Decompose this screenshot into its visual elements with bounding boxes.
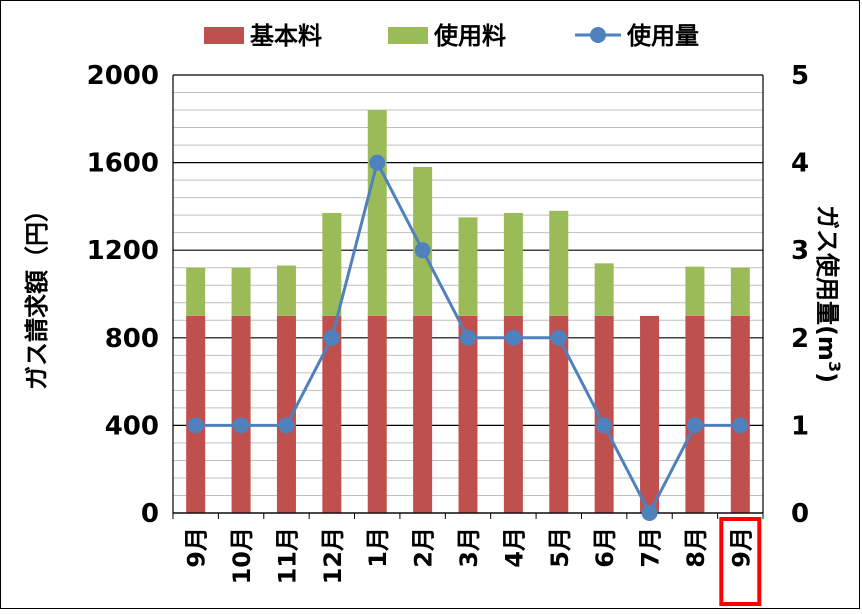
- usage-point: [460, 329, 476, 346]
- usage-point: [550, 329, 567, 346]
- x-tick-label: 12月: [319, 527, 347, 584]
- legend-label: 基本料: [250, 22, 322, 50]
- bar-usage-fee: [685, 266, 705, 316]
- bar-usage-fee: [276, 265, 296, 316]
- tick-labels: 0 400 800 1200 1600 2000 0 1 2 3 4 5: [87, 61, 809, 529]
- highlight-box: [719, 517, 762, 606]
- x-tick-label: 2月: [410, 527, 438, 568]
- bar-base-fee: [231, 315, 251, 513]
- bar-base-fee: [685, 315, 705, 513]
- x-tick-label: 4月: [500, 527, 528, 568]
- legend-label: 使用料: [433, 22, 506, 50]
- bar-usage-fee: [549, 210, 569, 316]
- y2-axis-title-sup: 3: [825, 361, 844, 372]
- y2-tick-label: 0: [791, 499, 809, 529]
- x-tick-label: 7月: [637, 527, 665, 568]
- bar-base-fee: [413, 315, 433, 513]
- usage-point: [505, 329, 522, 346]
- usage-point: [278, 417, 295, 434]
- y2-axis-title-main: ガス使用量(m: [813, 205, 841, 361]
- bar-usage-fee: [231, 267, 251, 316]
- legend-label: 使用量: [626, 22, 699, 50]
- y-tick-label: 1200: [87, 236, 159, 266]
- bar-base-fee: [640, 315, 660, 513]
- bar-usage-fee: [594, 263, 614, 316]
- bar-usage-fee: [322, 212, 342, 316]
- y2-axis-title-close: ): [813, 372, 841, 383]
- usage-point: [414, 242, 431, 259]
- bar-usage-fee: [367, 110, 387, 316]
- x-tick-label: 6月: [591, 527, 619, 568]
- bar-usage-fee: [413, 166, 433, 316]
- bar-base-fee: [730, 315, 750, 513]
- usage-point: [732, 417, 749, 434]
- y-tick-label: 400: [105, 411, 159, 441]
- usage-line: [187, 154, 749, 521]
- usage-point: [369, 154, 386, 171]
- y-tick-label: 1600: [87, 149, 159, 179]
- usage-point: [323, 329, 340, 346]
- legend-swatch-usage-marker: [590, 27, 606, 43]
- bar-base-fee: [594, 315, 614, 513]
- bar-usage-fee: [458, 217, 478, 316]
- x-tick-label: 9月: [183, 527, 211, 568]
- x-tick-label: 1月: [364, 527, 392, 568]
- legend: 基本料 使用料 使用量: [204, 22, 699, 50]
- y2-tick-label: 3: [791, 236, 809, 266]
- y2-tick-label: 5: [791, 61, 809, 91]
- legend-swatch: [388, 27, 428, 44]
- x-tick-label: 9月: [727, 527, 755, 568]
- bar-base-fee: [503, 315, 523, 513]
- y-axis-title: ガス請求額（円）: [23, 198, 51, 390]
- bar-usage-fee: [503, 212, 523, 316]
- x-tick-label: 5月: [546, 527, 574, 568]
- x-tick-label: 3月: [455, 527, 483, 568]
- bar-base-fee: [549, 315, 569, 513]
- y-tick-label: 0: [141, 499, 159, 529]
- usage-point: [641, 505, 658, 521]
- x-tick-label: 10月: [228, 527, 256, 584]
- usage-point: [596, 417, 613, 434]
- legend-swatch: [204, 27, 244, 44]
- bar-usage-fee: [730, 267, 750, 316]
- x-tick-label: 11月: [273, 527, 301, 584]
- y2-tick-label: 4: [791, 149, 809, 179]
- usage-point: [233, 417, 250, 434]
- bar-base-fee: [458, 315, 478, 513]
- month-labels: 9月 10月 11月 12月 1月 2月 3月 4月 5月 6月 7月 8月 9月: [183, 517, 762, 606]
- y-tick-label: 800: [105, 324, 159, 354]
- usage-point: [187, 417, 204, 434]
- y2-tick-label: 1: [791, 411, 809, 441]
- y2-axis-title: ガス使用量(m3): [813, 205, 844, 383]
- x-tick-label: 8月: [682, 527, 710, 568]
- axes: [172, 75, 764, 519]
- bar-base-fee: [276, 315, 296, 513]
- bar-usage-fee: [186, 267, 206, 316]
- bar-base-fee: [367, 315, 387, 513]
- bar-base-fee: [186, 315, 206, 513]
- bar-base-fee: [322, 315, 342, 513]
- y-tick-label: 2000: [87, 61, 159, 91]
- usage-point: [686, 417, 703, 434]
- y2-tick-label: 2: [791, 324, 809, 354]
